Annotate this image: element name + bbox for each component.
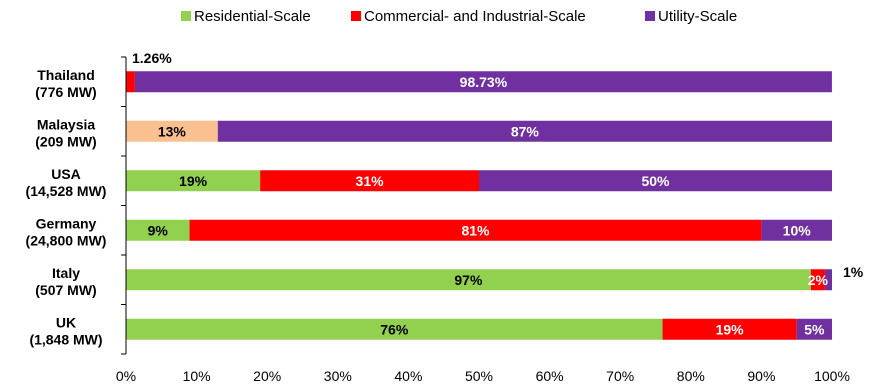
x-tick-label: 100% (814, 368, 850, 384)
bar-italy-residential-scale (126, 269, 811, 291)
x-tick-label: 80% (677, 368, 705, 384)
category-capacity-malaysia: (209 MW) (35, 133, 96, 149)
bar-germany-commercial-and-industrial-scale (189, 219, 762, 241)
bar-usa-utility-scale (479, 170, 832, 192)
legend-swatch-utility-scale (645, 11, 655, 21)
axes-group: Thailand(776 MW) Malaysia(209 MW) USA(14,5… (26, 56, 850, 384)
category-label-germany: Germany (36, 215, 97, 231)
category-capacity-usa: (14,528 MW) (26, 183, 107, 199)
bar-usa-commercial-and-industrial-scale (260, 170, 479, 192)
legend-label-utility-scale: Utility-Scale (658, 8, 737, 25)
x-tick-label: 50% (465, 368, 493, 384)
category-label-italy: Italy (52, 265, 80, 281)
data-label-uk-utility-scale: 5% (804, 321, 825, 337)
legend-swatch-residential-scale (181, 11, 191, 21)
category-label-uk: UK (56, 314, 76, 330)
data-label-thailand-utility-scale: 98.73% (460, 74, 508, 90)
data-label-malaysia-residential-scale: 13% (158, 123, 187, 139)
data-label-germany-residential-scale: 9% (148, 222, 169, 238)
bar-uk-commercial-and-industrial-scale (662, 318, 797, 340)
x-tick-label: 30% (324, 368, 352, 384)
data-label-uk-residential-scale: 76% (380, 321, 409, 337)
category-label-thailand: Thailand (37, 67, 95, 83)
category-capacity-germany: (24,800 MW) (26, 232, 107, 248)
bar-uk-utility-scale (796, 318, 832, 340)
bar-thailand-commercial-and-industrial-scale (126, 71, 135, 93)
category-capacity-thailand: (776 MW) (35, 84, 96, 100)
legend-label-commercial-and-industrial-scale: Commercial- and Industrial-Scale (364, 8, 586, 25)
x-tick-label: 60% (536, 368, 564, 384)
bars-group (126, 71, 832, 340)
x-tick-label: 90% (747, 368, 775, 384)
bar-thailand-utility-scale (134, 71, 832, 93)
category-capacity-uk: (1,848 MW) (29, 331, 102, 347)
data-label-usa-residential-scale: 19% (179, 173, 208, 189)
bar-italy-commercial-and-industrial-scale (810, 269, 825, 291)
bar-uk-residential-scale (126, 318, 663, 340)
bar-germany-residential-scale (126, 219, 190, 241)
x-tick-label: 20% (253, 368, 281, 384)
data-label-italy-commercial-and-industrial-scale: 2% (808, 272, 829, 288)
x-tick-label: 70% (606, 368, 634, 384)
bar-italy-utility-scale (824, 269, 832, 291)
data-label-germany-utility-scale: 10% (783, 222, 812, 238)
x-tick-label: 0% (116, 368, 136, 384)
bar-malaysia-residential-scale (126, 120, 218, 142)
category-label-usa: USA (51, 166, 81, 182)
data-label-thailand-commercial-and-industrial-scale: 1.26% (132, 50, 172, 66)
legend-swatch-commercial-and-industrial-scale (351, 11, 361, 21)
bar-usa-residential-scale (126, 170, 261, 192)
data-label-malaysia-utility-scale: 87% (511, 123, 540, 139)
bar-germany-utility-scale (761, 219, 832, 241)
data-labels-group: 1.26% 98.73% 13% 87% 19% 31% 50% 9% 81% 10% 97% 2% 1… (132, 50, 864, 338)
legend-label-residential-scale: Residential-Scale (194, 8, 311, 25)
category-label-malaysia: Malaysia (37, 116, 96, 132)
category-capacity-italy: (507 MW) (35, 282, 96, 298)
data-label-uk-commercial-and-industrial-scale: 19% (716, 321, 745, 337)
data-label-usa-utility-scale: 50% (641, 173, 670, 189)
x-tick-label: 10% (183, 368, 211, 384)
data-label-italy-residential-scale: 97% (454, 272, 483, 288)
chart-legend: Residential-Scale Commercial- and Industr… (181, 8, 737, 25)
bar-malaysia-utility-scale (217, 120, 832, 142)
data-label-germany-commercial-and-industrial-scale: 81% (461, 222, 490, 238)
data-label-italy-utility-scale: 1% (843, 264, 864, 280)
data-label-usa-commercial-and-industrial-scale: 31% (356, 173, 385, 189)
x-tick-label: 40% (394, 368, 422, 384)
